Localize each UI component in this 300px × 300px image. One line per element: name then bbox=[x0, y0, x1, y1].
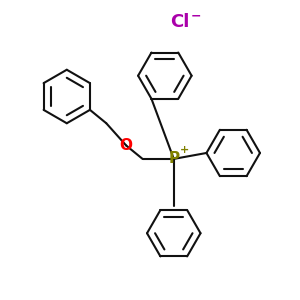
Text: Cl: Cl bbox=[170, 13, 189, 31]
Text: −: − bbox=[191, 10, 201, 23]
Text: P: P bbox=[168, 152, 179, 166]
Text: +: + bbox=[180, 145, 189, 155]
Text: O: O bbox=[120, 138, 133, 153]
